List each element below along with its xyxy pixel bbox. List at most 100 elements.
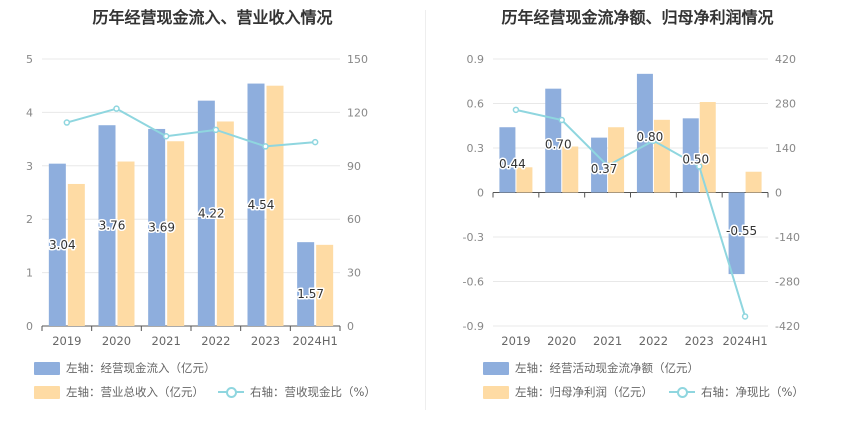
x-tick-label: 2020 [547, 334, 576, 348]
data-label: 4.54 [248, 198, 275, 212]
chart-netcash-profit: -0.9 -0.6 -0.3 0 0.3 0.6 0.9 -420 -280 -140 0 140 28… [463, 53, 800, 348]
legend-swatch-icon [34, 361, 60, 375]
legend-item-series-0[interactable]: 左轴：经营活动现金流净额（亿元） [483, 360, 699, 376]
bar-series-0 [728, 192, 745, 275]
bar-series-0 [682, 118, 699, 193]
line-point [212, 126, 220, 134]
y-tick-left: -0.9 [463, 320, 484, 333]
y-tick-right: 60 [347, 213, 361, 226]
x-tick-label: 2023 [685, 334, 714, 348]
bar-series-0 [48, 163, 66, 326]
y-tick-left: 5 [26, 53, 33, 66]
line-point [311, 138, 319, 146]
data-label: 0.70 [545, 138, 572, 152]
data-label: 1.57 [297, 287, 324, 301]
line-series [66, 107, 316, 148]
line-point [696, 163, 703, 170]
legend-label: 左轴：归母净利润（亿元） [515, 385, 653, 399]
bar-series-0 [499, 127, 516, 193]
legend-label: 左轴：营业总收入（亿元） [66, 385, 204, 399]
legend-swatch-icon [34, 385, 60, 399]
bar-series-0 [197, 100, 215, 326]
legend-item-series-2[interactable]: 右轴：营收现金比（%） [218, 384, 376, 400]
y-tick-right: -420 [775, 320, 800, 333]
y-tick-right: 0 [775, 187, 782, 200]
legend-item-series-2[interactable]: 右轴：净现比（%） [669, 384, 804, 400]
y-tick-right: 0 [347, 320, 354, 333]
bar-series-1 [699, 102, 716, 193]
y-tick-left: 0.6 [467, 98, 485, 111]
bar-series-1 [167, 141, 185, 326]
data-label: -0.55 [726, 224, 757, 238]
y-tick-right: 120 [347, 106, 368, 119]
chart-panel-cashflow-revenue: 历年经营现金流入、营业收入情况 0 1 2 3 4 5 0 30 60 90 120 150 2019 2… [26, 8, 376, 400]
line-series [515, 108, 747, 317]
y-tick-left: 3 [26, 160, 33, 173]
y-tick-left: 0 [26, 320, 33, 333]
data-label: 3.76 [99, 219, 126, 233]
chart-title: 历年经营现金流净额、归母净利润情况 [501, 8, 774, 27]
data-label: 0.50 [682, 152, 709, 166]
y-tick-right: 280 [775, 98, 796, 111]
x-tick-label: 2022 [639, 334, 668, 348]
bar-series-0 [591, 137, 608, 193]
bar-series-0 [636, 73, 653, 193]
bar-series-1 [117, 161, 135, 326]
bar-series-1 [745, 171, 762, 193]
line-point [512, 106, 520, 114]
x-tick-label: 2023 [251, 334, 280, 348]
y-tick-right: -280 [775, 276, 800, 289]
y-tick-right: 140 [775, 142, 796, 155]
legend-label: 右轴：净现比（%） [701, 385, 804, 399]
legend-label: 左轴：经营活动现金流净额（亿元） [515, 361, 699, 375]
x-tick-label: 2019 [52, 334, 81, 348]
legend-label: 左轴：经营现金流入（亿元） [66, 361, 216, 375]
legend-item-series-0[interactable]: 左轴：经营现金流入（亿元） [34, 360, 216, 376]
data-label: 3.04 [49, 238, 76, 252]
bar-series-0 [98, 125, 116, 326]
y-tick-left: 0.9 [467, 53, 485, 66]
y-tick-left: -0.3 [463, 231, 484, 244]
y-tick-right: 90 [347, 160, 361, 173]
line-point [162, 133, 170, 140]
y-tick-left: 0.3 [467, 142, 485, 155]
x-tick-label: 2022 [201, 334, 230, 348]
line-point [558, 116, 565, 124]
x-tick-label: 2021 [593, 334, 622, 348]
y-tick-left: 0 [477, 187, 484, 200]
y-tick-left: 4 [26, 106, 33, 119]
chart-panel-netcash-profit: 历年经营现金流净额、归母净利润情况 -0.9 -0.6 -0.3 0 0.3 0.6 0.9… [425, 0, 850, 437]
data-label: 0.80 [637, 130, 664, 144]
y-tick-left: -0.6 [463, 276, 484, 289]
y-tick-right: 150 [347, 53, 368, 66]
legend-item-series-1[interactable]: 左轴：营业总收入（亿元） [34, 384, 204, 400]
bar-series-1 [67, 183, 85, 326]
line-point [262, 143, 269, 150]
x-tick-label: 2024H1 [293, 334, 338, 348]
y-tick-left: 1 [26, 267, 33, 280]
line-point [63, 119, 71, 126]
y-tick-right: 30 [347, 267, 361, 280]
bar-series-1 [608, 127, 625, 193]
data-label: 0.44 [499, 157, 526, 171]
data-label: 4.22 [198, 206, 225, 220]
bar-series-1 [216, 121, 234, 326]
panel-divider [425, 10, 426, 410]
bar-series-0 [148, 128, 166, 326]
line-point [741, 313, 749, 320]
x-tick-label: 2019 [501, 334, 530, 348]
bar-series-1 [562, 146, 579, 193]
chart-cashflow-revenue: 0 1 2 3 4 5 0 30 60 90 120 150 2019 2020 2021 2022 2023 2… [26, 53, 368, 348]
legend-line-icon [218, 385, 244, 399]
legend-item-series-1[interactable]: 左轴：归母净利润（亿元） [483, 384, 653, 400]
line-point [113, 105, 120, 112]
data-label: 3.69 [148, 220, 175, 234]
x-tick-label: 2024H1 [722, 334, 767, 348]
bar-series-1 [516, 167, 533, 193]
y-tick-right: -140 [775, 231, 800, 244]
x-tick-label: 2020 [102, 334, 131, 348]
bar-series-0 [297, 242, 315, 326]
bar-series-0 [545, 88, 562, 193]
y-tick-left: 2 [26, 213, 33, 226]
y-tick-right: 420 [775, 53, 796, 66]
